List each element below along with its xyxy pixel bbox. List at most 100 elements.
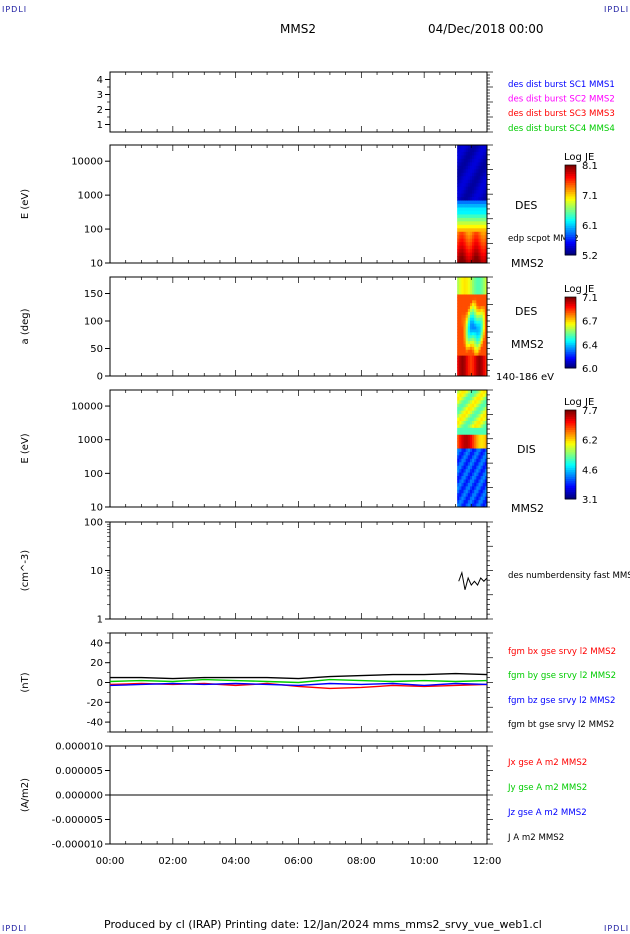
spectrogram-cell [472, 373, 475, 377]
spectrogram-cell [480, 503, 484, 508]
spectrogram-cell [474, 486, 477, 491]
spectrogram-cell [482, 277, 486, 281]
spectrogram-cell [459, 393, 462, 398]
spectrogram-cell [474, 390, 477, 394]
spectrogram-cell [469, 148, 473, 153]
spectrogram-cell [482, 309, 486, 313]
right-axis-minor-ticks [487, 389, 493, 508]
spectrogram-cell [465, 417, 469, 422]
spectrogram-cell [469, 235, 473, 240]
spectrogram-cell [457, 249, 460, 253]
spectrogram-cell [469, 455, 473, 460]
spectrogram-cell [478, 285, 482, 290]
x-tick-label: 12:00 [473, 856, 502, 867]
spectrogram-cell [480, 486, 484, 491]
colorbar-cell [565, 447, 576, 451]
spectrogram-cell [480, 193, 484, 198]
spectrogram-cell [459, 256, 462, 260]
spectrogram-cell [463, 486, 467, 491]
spectrogram-cell [480, 179, 484, 184]
spectrogram-cell [482, 151, 486, 156]
spectrogram-cell [476, 441, 479, 446]
spectrogram-cell [469, 285, 473, 290]
spectrogram-cell [463, 482, 467, 487]
spectrogram-cell [484, 414, 488, 418]
spectrogram-cell [457, 341, 460, 345]
current-legend-item: Jy gse A m2 MMS2 [507, 783, 587, 793]
spectrogram-cell [457, 210, 460, 215]
current-legend-item: Jx gse A m2 MMS2 [507, 758, 587, 768]
spectrogram-cell [469, 252, 473, 257]
scpot-side-label: edp scpot MMS2 [508, 234, 579, 244]
spectrogram-cell [465, 317, 469, 322]
spectrogram-cell [457, 445, 460, 449]
spectrogram-cell [480, 462, 484, 467]
spectrogram-cell [467, 279, 471, 284]
spectrogram-cell [461, 228, 464, 233]
spectrogram-cell [461, 489, 464, 494]
spectrogram-cell [463, 361, 467, 365]
spectrogram-cell [469, 486, 473, 491]
spectrogram-cell [467, 282, 471, 287]
spectrogram-cell [461, 309, 464, 313]
colorbar-cell [565, 297, 576, 300]
date-title: 04/Dec/2018 00:00 [428, 22, 544, 36]
spectrogram-cell [461, 455, 464, 460]
spectrogram-cell [459, 373, 462, 377]
spectrogram-cell [467, 190, 471, 194]
spectrogram-cell [482, 224, 486, 229]
spectrogram-cell [469, 352, 473, 357]
spectrogram-cell [467, 256, 471, 260]
spectrogram-cell [480, 172, 484, 177]
spectrogram-cell [480, 238, 484, 243]
spectrogram-cell [459, 355, 462, 359]
colorbar-cell [565, 214, 576, 218]
spectrogram-cell [461, 346, 464, 351]
spectrogram-cell [484, 228, 488, 233]
colorbar-cell [565, 483, 576, 487]
spectrogram-cell [461, 355, 464, 359]
spectrogram-cell [465, 158, 469, 163]
spectrogram-cell [482, 407, 486, 412]
spectrogram-cell [467, 291, 471, 295]
spectrogram-cell [457, 303, 460, 307]
spectrogram-cell [480, 414, 484, 418]
y-tick-label: 1 [97, 120, 103, 131]
colorbar-label: Log JE [564, 284, 594, 295]
spectrogram-cell [469, 431, 473, 436]
colorbar-cell [565, 312, 576, 316]
spectrogram-cell [478, 370, 482, 374]
spectrogram-cell [465, 420, 469, 425]
y-tick-label: 1 [97, 615, 103, 626]
spectrogram-cell [482, 346, 486, 351]
spectrogram-cell [474, 329, 477, 333]
spectrogram-cell [474, 242, 477, 247]
spectrogram-cell [480, 400, 484, 405]
spectrogram-cell [478, 393, 482, 398]
spectrogram-cell [484, 407, 488, 412]
spectrogram-cell [457, 462, 460, 467]
colorbar-cell [565, 327, 576, 330]
spectrogram-cell [484, 210, 488, 215]
spectrogram-cell [484, 400, 488, 405]
spectrogram-cell [469, 224, 473, 229]
spectrogram-cell [478, 352, 482, 357]
spectrogram-cell [467, 320, 471, 324]
spectrogram-cell [472, 434, 475, 439]
spectrogram-cell [474, 183, 477, 188]
colorbar-frame [564, 296, 577, 369]
spectrogram-cell [480, 242, 484, 247]
spectrogram-cell [476, 479, 479, 484]
spectrogram-cell [482, 469, 486, 473]
spectrogram-cell [480, 245, 484, 250]
spectrogram-cell [463, 183, 467, 188]
spectrogram-cell [476, 277, 479, 281]
spectrogram-cell [484, 277, 488, 281]
spectrogram-cell [459, 503, 462, 508]
spectrogram-cell [484, 158, 488, 163]
spectrogram-cell [461, 352, 464, 357]
spectrogram-cell [459, 500, 462, 504]
spectrogram-cell [459, 417, 462, 422]
spectrogram-cell [472, 361, 475, 365]
spectrogram-cell [463, 148, 467, 153]
